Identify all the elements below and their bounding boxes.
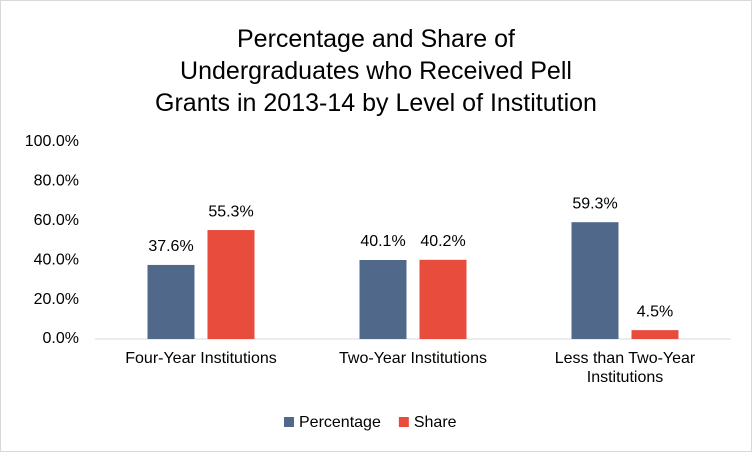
bar	[571, 222, 619, 339]
y-tick-label: 40.0%	[34, 251, 79, 268]
legend-swatch	[284, 417, 294, 427]
y-tick-label: 60.0%	[34, 212, 79, 229]
legend-label: Share	[414, 414, 457, 431]
bar	[207, 230, 255, 339]
data-label: 40.2%	[420, 233, 465, 250]
bar	[359, 260, 407, 339]
bar	[631, 330, 679, 339]
data-label: 55.3%	[208, 203, 253, 220]
bar	[147, 264, 195, 339]
y-tick-label: 80.0%	[34, 173, 79, 190]
x-tick-label: Four-Year Institutions	[125, 350, 277, 367]
data-label: 4.5%	[637, 303, 673, 320]
data-label: 37.6%	[148, 238, 193, 255]
bar	[419, 259, 467, 339]
legend-label: Percentage	[299, 414, 381, 431]
y-tick-label: 100.0%	[25, 133, 79, 150]
y-tick-label: 20.0%	[34, 291, 79, 308]
data-label: 59.3%	[572, 195, 617, 212]
chart-title: Percentage and Share of Undergraduates w…	[155, 25, 597, 117]
y-tick-label: 0.0%	[43, 330, 79, 347]
x-tick-label: Less than Two-Year Institutions	[554, 350, 696, 386]
legend-swatch	[398, 417, 409, 427]
x-tick-label: Two-Year Institutions	[339, 350, 487, 367]
data-label: 40.1%	[360, 233, 405, 250]
